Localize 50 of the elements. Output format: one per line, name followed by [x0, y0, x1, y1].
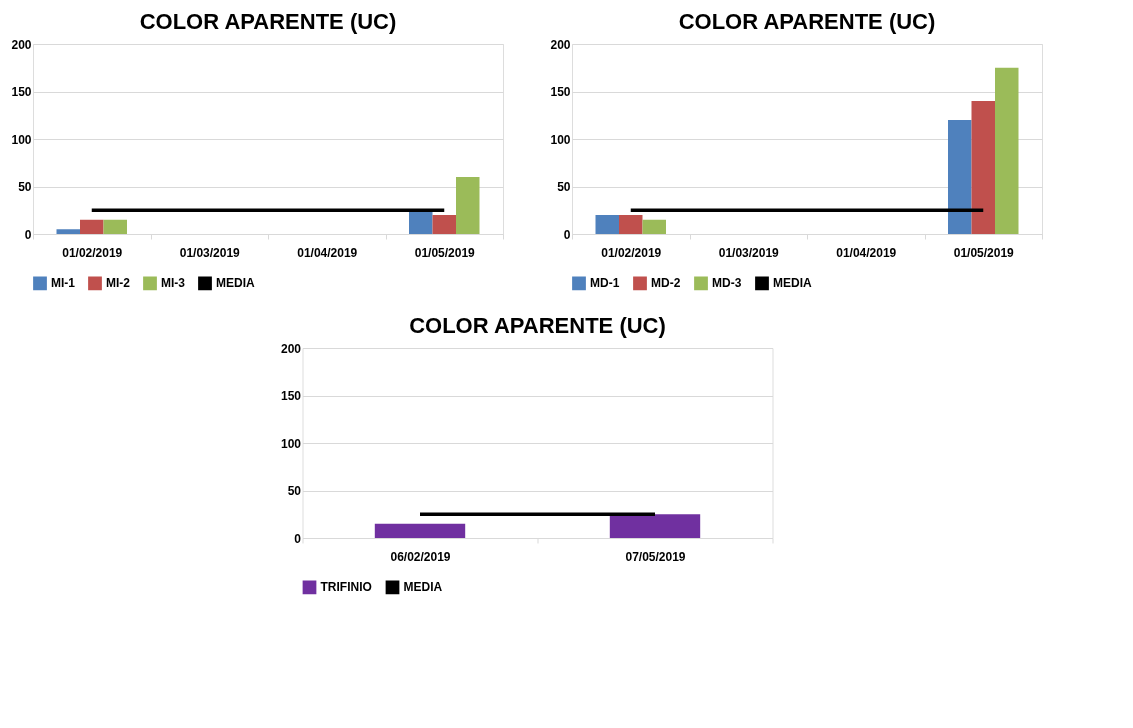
x-tick-label: 06/02/2019	[390, 549, 451, 564]
bar	[948, 120, 972, 234]
x-tick-label: 01/04/2019	[836, 245, 897, 260]
y-tick-label: 50	[18, 180, 32, 194]
x-tick-label: 01/02/2019	[62, 245, 123, 260]
legend-label: TRIFINIO	[320, 580, 372, 595]
bar	[409, 210, 433, 234]
x-tick-label: 01/02/2019	[601, 245, 662, 260]
bar	[971, 101, 995, 234]
y-tick-label: 0	[563, 227, 571, 242]
y-tick-label: 200	[550, 37, 571, 52]
y-tick-label: 100	[550, 132, 571, 147]
bar	[56, 229, 80, 234]
y-tick-label: 0	[294, 531, 302, 546]
legend-label: MEDIA	[403, 580, 443, 595]
legend-label: MD-3	[712, 276, 742, 291]
bar	[80, 219, 104, 234]
x-tick-label: 01/05/2019	[953, 245, 1015, 260]
legend-label: MEDIA	[773, 276, 812, 291]
y-tick-label: 50	[557, 180, 571, 194]
y-tick-label: 200	[11, 37, 32, 52]
y-tick-label: 100	[280, 436, 302, 451]
y-tick-label: 0	[24, 227, 32, 242]
bar	[595, 215, 619, 234]
y-tick-label: 150	[11, 85, 32, 99]
legend-label: MI-3	[161, 276, 186, 291]
y-tick-label: 200	[280, 341, 302, 356]
bar	[619, 215, 643, 234]
legend-label: MI-2	[106, 276, 131, 291]
chart-title: COLOR APARENTE (UC)	[409, 313, 666, 338]
y-tick-label: 50	[287, 484, 302, 498]
x-tick-label: 01/03/2019	[179, 245, 241, 260]
x-tick-label: 01/03/2019	[718, 245, 780, 260]
legend-label: MD-1	[590, 276, 620, 291]
chart-title: COLOR APARENTE (UC)	[678, 9, 936, 34]
y-tick-label: 150	[280, 389, 302, 403]
bar	[456, 177, 480, 234]
bar	[642, 219, 666, 234]
bar	[995, 67, 1019, 234]
x-tick-label: 01/05/2019	[414, 245, 476, 260]
x-tick-label: 07/05/2019	[625, 549, 686, 564]
x-tick-label: 01/04/2019	[297, 245, 358, 260]
bar	[432, 215, 456, 234]
legend-label: MD-2	[651, 276, 681, 291]
legend-label: MEDIA	[216, 276, 255, 291]
legend-label: MI-1	[51, 276, 76, 291]
chart-title: COLOR APARENTE (UC)	[139, 9, 397, 34]
y-tick-label: 150	[550, 85, 571, 99]
bar	[103, 219, 127, 234]
y-tick-label: 100	[11, 132, 32, 147]
